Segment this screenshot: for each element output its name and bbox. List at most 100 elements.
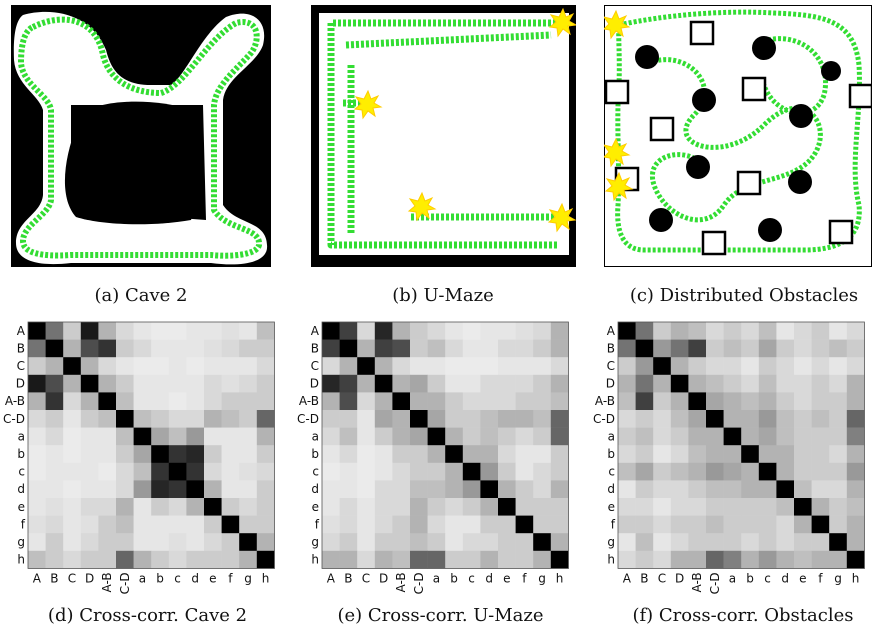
heatmap-cell-B-g: [239, 339, 258, 358]
heatmap-cell-A-A-B: [688, 322, 707, 340]
heatmap-cell-a-f: [811, 427, 830, 446]
heatmap-cell-b-B: [635, 445, 654, 464]
heatmap-cell-a-C: [63, 427, 82, 446]
heatmap-cell-e-c: [168, 498, 187, 516]
heatmap-cell-a-C-D: [116, 427, 134, 446]
heatmap-cell-h-b: [445, 550, 464, 569]
heatmap-cell-B-g: [533, 339, 552, 358]
heatmap-cell-b-f: [811, 445, 830, 464]
heatmap-cell-c-d: [776, 462, 795, 481]
heatmap-cell-a-b: [741, 427, 760, 446]
heatmap-cell-A-B-f: [811, 392, 830, 411]
heatmap-cell-a-B: [45, 427, 64, 446]
heatmap-cell-e-e: [498, 498, 516, 516]
heatmap-cell-e-g: [829, 498, 848, 516]
heatmap-cell-b-d: [186, 445, 205, 464]
heatmap-cell-c-g: [239, 462, 258, 481]
heatmap-cell-A-a: [723, 322, 742, 340]
heatmap-cell-C-f: [811, 357, 830, 376]
heatmap-row-label: b: [17, 447, 25, 461]
heatmap-cell-D-f: [811, 374, 830, 393]
heatmap-row-label: e: [18, 500, 25, 514]
heatmap-cell-d-A-B: [98, 480, 117, 499]
heatmap-cell-d-A: [618, 480, 636, 499]
heatmap-cell-A-B-C: [357, 392, 376, 411]
heatmap-cell-f-A-B: [98, 515, 117, 534]
heatmap-cell-c-D: [80, 462, 99, 481]
heatmap-cell-e-A: [322, 498, 340, 516]
heatmap-cell-C-D-C-D: [116, 410, 134, 428]
obstacle-circle-8: [758, 218, 782, 242]
heatmap-cell-A-B: [635, 322, 654, 340]
heatmap-cell-g-g: [829, 533, 848, 552]
heatmap-cell-A-B-D: [374, 392, 393, 411]
heatmap-cell-C-B: [339, 357, 358, 376]
heatmap-cell-e-B: [45, 498, 64, 516]
heatmap-cell-D-d: [776, 374, 795, 393]
heatmap-cell-C-b: [445, 357, 464, 376]
heatmap-cell-f-b: [445, 515, 464, 534]
heatmap-cell-d-C-D: [116, 480, 134, 499]
heatmap-cell-C-D-h: [846, 410, 865, 428]
heatmap-cell-A-D: [670, 322, 689, 340]
heatmap-cell-C-C: [357, 357, 376, 376]
heatmap-cell-A-c: [758, 322, 777, 340]
heatmap-cell-f-e: [498, 515, 516, 534]
heatmap-cell-C-d: [186, 357, 205, 376]
heatmap-cell-b-b: [445, 445, 464, 464]
heatmap-cell-C-c: [462, 357, 481, 376]
heatmap-cell-C-A: [322, 357, 340, 376]
heatmap-cell-b-f: [221, 445, 240, 464]
heatmap-cell-f-c: [462, 515, 481, 534]
heatmap-cell-e-C-D: [410, 498, 428, 516]
heatmap-cell-h-d: [480, 550, 499, 569]
heatmap-cell-b-B: [45, 445, 64, 464]
heatmap-cell-B-B: [339, 339, 358, 358]
heatmap-cell-C-A-B: [688, 357, 707, 376]
heatmap-cell-e-g: [533, 498, 552, 516]
obstacle-circle-9: [821, 61, 841, 81]
heatmap-cell-C-D-D: [374, 410, 393, 428]
heatmap-row-label: f: [611, 517, 616, 531]
heatmap-cell-g-D: [670, 533, 689, 552]
heatmap-cell-f-h: [846, 515, 865, 534]
heatmap-cell-g-C: [357, 533, 376, 552]
heatmap-cell-b-g: [239, 445, 258, 464]
heatmap-row-label: d: [311, 482, 319, 496]
heatmap-row-label: B: [311, 341, 319, 355]
heatmap-cell-f-b: [151, 515, 170, 534]
heatmap-row-label: d: [607, 482, 615, 496]
heatmap-cell-A-B-b: [741, 392, 760, 411]
heatmap-cell-C-D-a: [133, 410, 152, 428]
heatmap-cell-D-h: [550, 374, 569, 393]
heatmap-col-label: a: [139, 571, 146, 585]
heatmap-cell-D-A: [322, 374, 340, 393]
heatmap-cell-e-a: [427, 498, 446, 516]
heatmap-row-label: C: [17, 359, 25, 373]
heatmap-cell-h-e: [794, 550, 812, 569]
heatmap-cell-a-D: [80, 427, 99, 446]
heatmap-cell-g-f: [811, 533, 830, 552]
heatmap-cell-A-g: [829, 322, 848, 340]
heatmap-cell-C-D-A-B: [688, 410, 707, 428]
heatmap-cell-a-A-B: [688, 427, 707, 446]
obstacle-circle-7: [649, 208, 673, 232]
heatmap-cell-h-D: [80, 550, 99, 569]
heatmap-cell-D-C: [63, 374, 82, 393]
obstacles-map: [604, 5, 872, 267]
heatmap-cell-C-D-b: [741, 410, 760, 428]
cave2-trajectory: [18, 16, 262, 259]
heatmap-cell-C-a: [723, 357, 742, 376]
heatmap-cell-d-a: [723, 480, 742, 499]
heatmap-col-label: C-D: [118, 572, 132, 594]
heatmap-cell-A-B-a: [427, 392, 446, 411]
heatmap-cell-g-A: [28, 533, 46, 552]
heatmap-row-label: h: [311, 553, 319, 567]
heatmap-cell-A-A: [618, 322, 636, 340]
heatmap-row-label: A: [311, 324, 320, 338]
heatmap-cell-c-D: [374, 462, 393, 481]
heatmap-cell-A-A-B: [392, 322, 411, 340]
heatmap-col-label: c: [468, 571, 475, 585]
heatmap-cell-f-B: [339, 515, 358, 534]
obstacle-square-9: [828, 219, 854, 245]
